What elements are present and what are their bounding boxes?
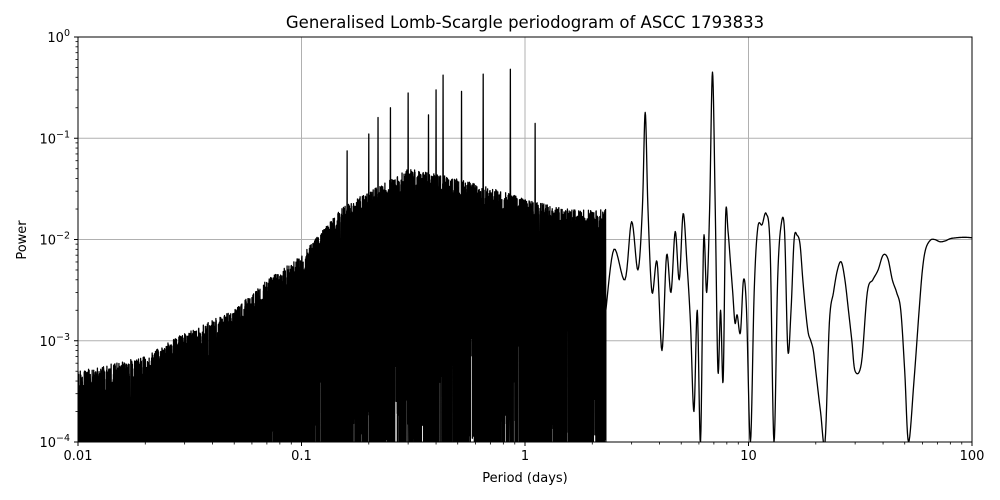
- y-tick-label: 100: [47, 28, 70, 46]
- x-axis-ticks: 0.01 0.1 1 10 100: [64, 442, 985, 464]
- x-tick-label: 0.01: [64, 449, 93, 464]
- x-tick-label: 10: [740, 449, 757, 464]
- chart-title: Generalised Lomb-Scargle periodogram of …: [286, 13, 764, 32]
- x-tick-label: 1: [521, 449, 529, 464]
- power-line: [78, 68, 972, 442]
- y-axis-ticks: 100 10−1 10−2 10−3 10−4: [39, 28, 78, 451]
- y-tick-label: 10−1: [39, 129, 70, 147]
- x-tick-label: 100: [960, 449, 985, 464]
- y-tick-label: 10−4: [39, 433, 70, 451]
- x-axis-label: Period (days): [482, 471, 568, 486]
- y-tick-label: 10−3: [39, 332, 70, 350]
- y-axis-label: Power: [15, 220, 30, 260]
- x-tick-label: 0.1: [291, 449, 312, 464]
- periodogram-curve: [78, 68, 972, 442]
- y-tick-label: 10−2: [39, 231, 70, 249]
